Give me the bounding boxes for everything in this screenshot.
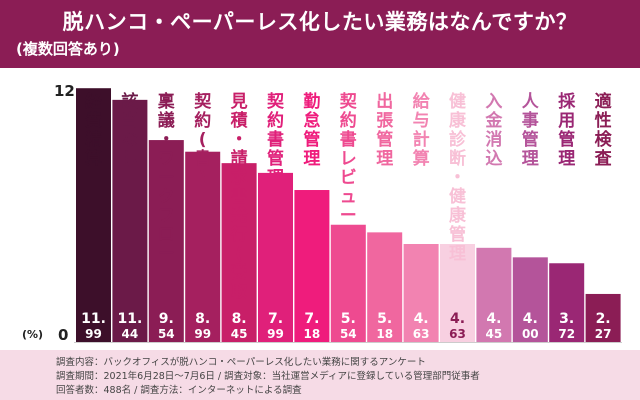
bar (185, 151, 221, 342)
bar (476, 247, 512, 342)
value-label-decimal: 44 (122, 327, 139, 341)
bar (549, 263, 585, 342)
title-banner: 脱ハンコ・ペーパーレス化したい業務はなんですか？ (複数回答あり) (0, 0, 640, 68)
chart-subtitle: (複数回答あり) (16, 40, 120, 58)
category-label: 契約書管理 (266, 91, 285, 188)
category-label: 勤怠管理 (303, 92, 320, 169)
value-label: 9. (159, 311, 174, 327)
value-label-decimal: 18 (376, 327, 393, 341)
value-label-decimal: 45 (231, 327, 248, 341)
chart-title: 脱ハンコ・ペーパーレス化したい業務はなんですか？ (62, 10, 578, 34)
value-label-decimal: 72 (558, 327, 575, 341)
bar (512, 257, 548, 342)
value-label-decimal: 63 (413, 327, 430, 341)
category-label: 適性検査 (594, 91, 613, 169)
value-label: 8. (195, 311, 210, 327)
value-label-decimal: 54 (158, 327, 175, 341)
bar (76, 88, 111, 342)
bar (221, 163, 257, 342)
value-label-decimal: 99 (85, 327, 102, 341)
y-unit-label: (%) (22, 328, 43, 341)
value-label: 5. (377, 311, 392, 327)
value-label-decimal: 54 (340, 327, 357, 341)
bar (294, 190, 330, 342)
value-label-decimal: 99 (194, 327, 211, 341)
value-label: 4. (523, 311, 538, 327)
bar (585, 293, 621, 342)
value-label-decimal: 63 (449, 327, 466, 341)
value-label: 3. (559, 311, 574, 327)
category-label: 入金消込 (484, 92, 503, 169)
bar (148, 140, 184, 342)
survey-method-note: 回答者数：488名 / 調査方法：インターネットによる調査 (56, 385, 302, 396)
value-label: 4. (486, 311, 501, 327)
value-label: 11. (117, 311, 142, 327)
value-label-decimal: 99 (267, 327, 284, 341)
category-label: 人事管理 (522, 92, 540, 169)
value-label-decimal: 18 (304, 327, 321, 341)
y-tick-label: 12 (54, 82, 75, 100)
value-label-decimal: 00 (522, 327, 539, 341)
value-label: 7. (304, 311, 319, 327)
bar (112, 99, 148, 342)
value-label: 7. (268, 311, 283, 327)
category-label: 稟議・ワークフロー (158, 91, 175, 264)
y-tick-label: 0 (58, 326, 68, 344)
category-label: 契約(書) (193, 91, 212, 188)
survey-footer: 調査内容：バックオフィスが脱ハンコ・ペーパーレス化したい業務に関するアンケート … (0, 350, 640, 400)
survey-content-note: 調査内容：バックオフィスが脱ハンコ・ペーパーレス化したい業務に関するアンケート (56, 357, 426, 368)
category-label: 出張管理 (376, 91, 394, 169)
bar (403, 243, 439, 342)
bar-chart: 120(%)経費精算11.99該当なし11.44稟議・ワークフロー9.54契約(… (22, 82, 622, 344)
value-label: 11. (81, 311, 106, 327)
category-label: 契約書レビュー (339, 91, 358, 226)
category-label: 見積・請求書発行(受取 (230, 92, 249, 302)
category-label: 該当なし (121, 91, 138, 169)
value-label: 8. (232, 311, 247, 327)
value-label: 4. (414, 311, 429, 327)
value-label-decimal: 27 (595, 327, 612, 341)
bar (367, 232, 403, 342)
category-label: 経費精算 (84, 91, 103, 169)
bar (330, 224, 366, 342)
value-label: 4. (450, 311, 465, 327)
category-label: 給与計算 (412, 91, 431, 169)
bar (440, 243, 475, 342)
survey-period-note: 調査期間：2021年6月28日〜7月6日 / 調査対象：当社運営メディアに登録し… (56, 371, 480, 382)
value-label: 2. (596, 311, 611, 327)
category-label: 採用管理 (558, 91, 576, 169)
value-label-decimal: 45 (486, 327, 503, 341)
category-label: 健康診断・健康管理 (449, 91, 467, 264)
value-label: 5. (341, 311, 356, 327)
bar (258, 172, 293, 342)
